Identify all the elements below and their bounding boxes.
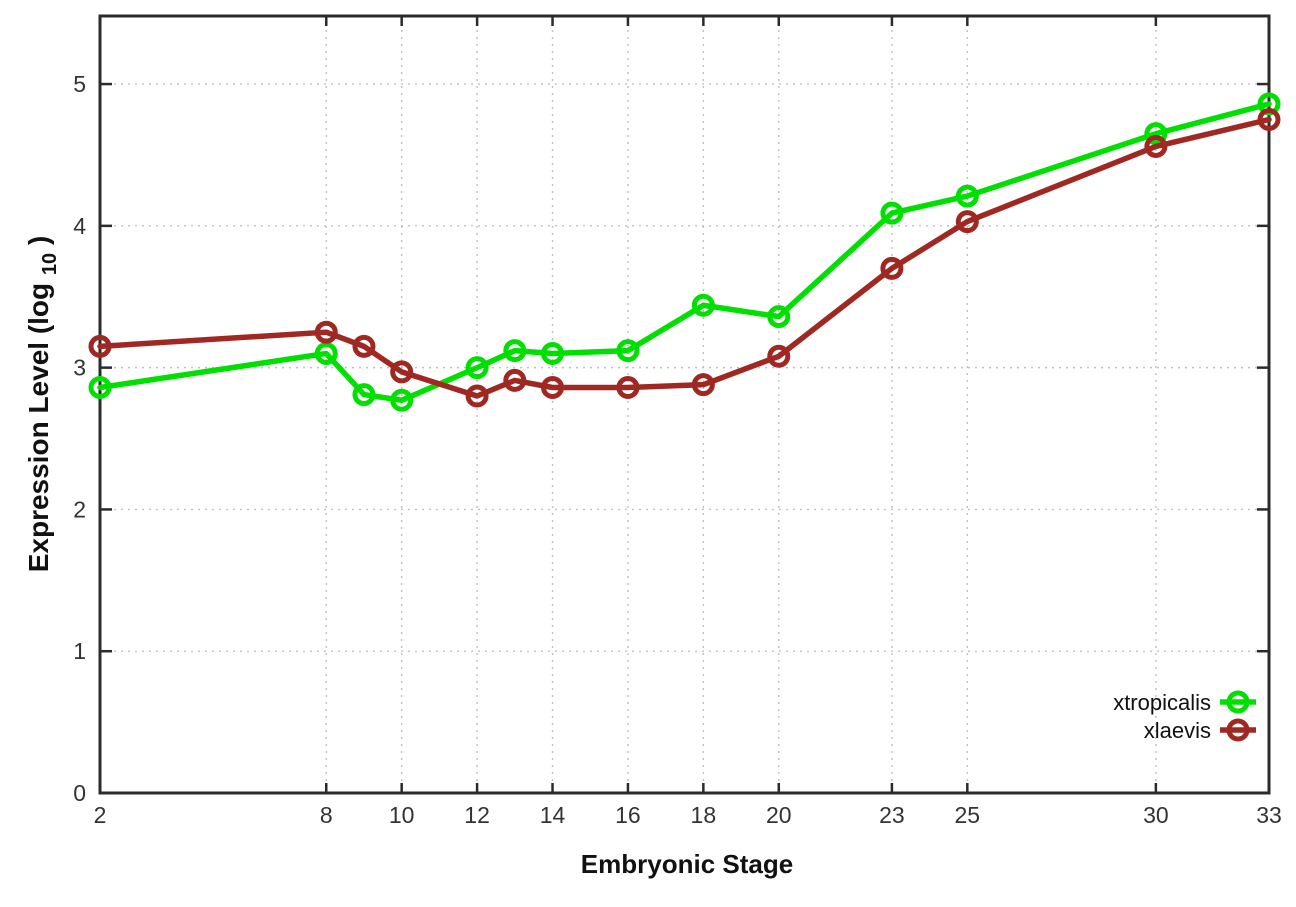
data-point-marker-xlaevis — [616, 375, 640, 399]
x-tick-label: 8 — [320, 802, 333, 828]
x-tick-label: 14 — [540, 802, 566, 828]
y-tick-label: 1 — [73, 638, 86, 664]
series-line-xtropicalis — [97, 101, 1272, 403]
legend-label-xtropicalis: xtropicalis — [1113, 690, 1211, 715]
data-point-marker-xlaevis — [880, 256, 904, 280]
data-point-marker-xlaevis — [767, 344, 791, 368]
legend: xtropicalis xlaevis — [1113, 690, 1256, 743]
series-line-xlaevis — [97, 116, 1272, 399]
legend-sample-marker-xtropicalis — [1226, 690, 1250, 714]
x-tick-label: 23 — [879, 802, 905, 828]
legend-label-xlaevis: xlaevis — [1144, 718, 1211, 743]
data-point-marker-xtropicalis — [541, 341, 565, 365]
data-point-marker-xtropicalis — [880, 201, 904, 225]
y-axis-title-end: ) — [23, 236, 54, 245]
data-point-marker-xtropicalis — [955, 184, 979, 208]
data-point-marker-xtropicalis — [767, 305, 791, 329]
data-point-marker-xtropicalis — [691, 293, 715, 317]
series-layer — [88, 92, 1281, 412]
y-tick-label: 0 — [73, 780, 86, 806]
legend-sample-marker-xlaevis — [1226, 718, 1250, 742]
data-point-marker-xlaevis — [1144, 134, 1168, 158]
data-point-marker-xtropicalis — [314, 341, 338, 365]
x-tick-label: 33 — [1256, 802, 1282, 828]
grid-layer — [100, 16, 1269, 793]
y-tick-label: 4 — [73, 213, 86, 239]
data-point-marker-xtropicalis — [465, 356, 489, 380]
data-point-marker-xtropicalis — [1144, 122, 1168, 146]
data-point-marker-xlaevis — [503, 368, 527, 392]
x-axis-title: Embryonic Stage — [581, 849, 793, 879]
x-tick-label: 20 — [766, 802, 792, 828]
y-axis-title-subscript: 10 — [39, 253, 61, 275]
tick-layer — [98, 16, 1271, 795]
data-point-marker-xlaevis — [314, 320, 338, 344]
plot-border — [98, 14, 1271, 795]
data-point-marker-xlaevis — [1257, 108, 1281, 132]
data-point-marker-xlaevis — [541, 375, 565, 399]
data-point-marker-xlaevis — [955, 210, 979, 234]
x-tick-label: 2 — [94, 802, 107, 828]
x-tick-label: 10 — [389, 802, 415, 828]
x-tick-label: 16 — [615, 802, 641, 828]
x-tick-label: 18 — [691, 802, 717, 828]
y-tick-label: 3 — [73, 355, 86, 381]
y-axis-title-main: Expression Level (log — [23, 283, 54, 572]
data-point-marker-xtropicalis — [88, 375, 112, 399]
x-tick-label: 30 — [1143, 802, 1169, 828]
data-point-marker-xtropicalis — [352, 383, 376, 407]
data-point-marker-xtropicalis — [616, 339, 640, 363]
data-point-marker-xlaevis — [465, 384, 489, 408]
y-axis-title: Expression Level (log 10 ) — [23, 236, 62, 573]
data-point-marker-xtropicalis — [503, 339, 527, 363]
x-tick-label: 25 — [955, 802, 981, 828]
data-point-marker-xtropicalis — [390, 388, 414, 412]
data-point-marker-xlaevis — [390, 360, 414, 384]
x-tick-label: 12 — [464, 802, 490, 828]
data-point-marker-xlaevis — [88, 334, 112, 358]
y-tick-label: 2 — [73, 496, 86, 522]
y-tick-label: 5 — [73, 71, 86, 97]
data-point-marker-xlaevis — [352, 334, 376, 358]
data-point-marker-xlaevis — [691, 373, 715, 397]
